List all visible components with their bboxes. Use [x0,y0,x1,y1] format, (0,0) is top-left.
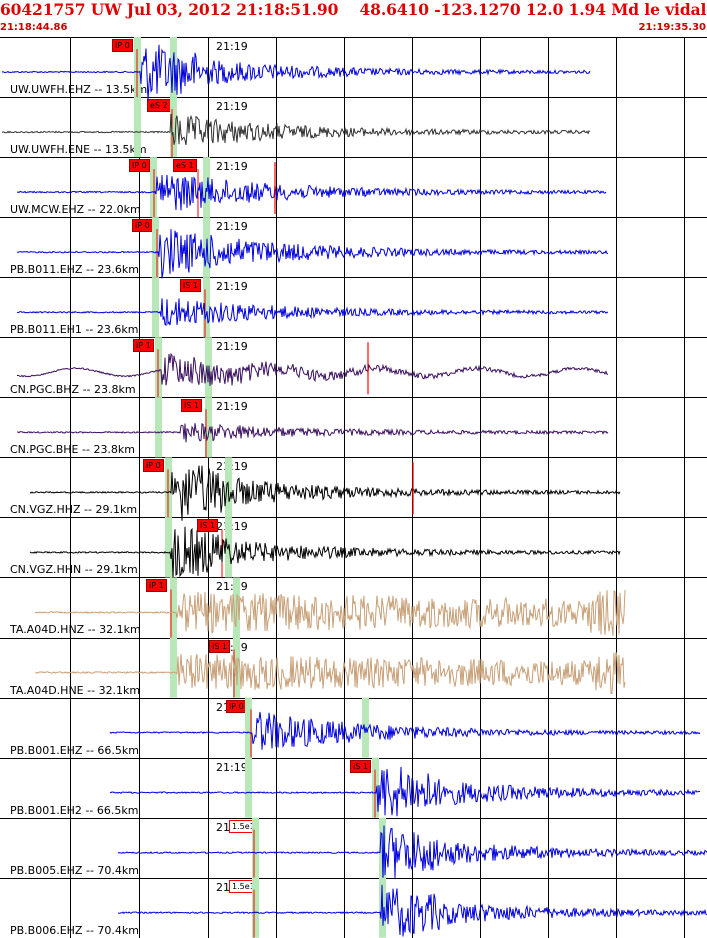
phase-pick-flag[interactable]: eS 1 [173,159,197,173]
time-marker-label: 21:19 [216,280,248,294]
phase-window-band [170,97,177,158]
seismic-waveform-trace [29,526,621,580]
phase-pick-flag[interactable]: iP 0 [143,459,164,473]
event-header: 60421757 UW Jul 03, 2012 21:18:51.90 48.… [0,0,707,37]
phase-window-band [245,697,252,758]
phase-window-band [152,277,159,338]
station-channel-label: CN.PGC.BHZ -- 23.8km [10,383,136,397]
station-channel-label: PB.B011.EH1 -- 23.6km [10,323,139,337]
phase-window-band [152,217,159,278]
station-channel-label: PB.B011.EHZ -- 23.6km [10,263,139,277]
channel-panel[interactable]: 21:19 iP 1 CN.PGC.BHZ -- 23.8km [0,337,707,397]
time-marker-label: 21:19 [216,400,248,414]
time-marker-label: 21:19 [216,340,248,354]
channel-panel[interactable]: 21:19 iP 0 PB.B011.EHZ -- 23.6km [0,217,707,277]
seismic-waveform-trace [1,113,591,146]
seismic-waveform-trace [117,884,707,937]
phase-pick-flag[interactable]: iP 0 [129,159,150,173]
station-channel-label: CN.VGZ.HHZ -- 29.1km [10,503,138,517]
channel-panel[interactable]: 21:19 iS 1 PB.B001.EH2 -- 66.5km [0,757,707,818]
seismic-waveform-trace [117,825,707,882]
time-axis-line [139,37,140,938]
phase-window-band [170,637,177,698]
time-axis-line [208,37,209,938]
time-axis-line [70,37,71,938]
phase-window-band [155,397,162,458]
time-marker-label: 21:19 [216,40,248,53]
seismic-waveform-trace [16,298,608,327]
time-axis-line [344,37,345,938]
phase-pick-flag[interactable]: iP 1 [146,579,167,593]
phase-window-band [170,37,177,98]
phase-pick-flag[interactable]: iS 1 [181,399,202,413]
channel-panel[interactable]: 21:19 iS 1 PB.B011.EH1 -- 23.6km [0,277,707,337]
station-channel-label: PB.B001.EHZ -- 66.5km [10,743,139,757]
seismic-waveform-trace [16,352,608,386]
station-channel-label: PB.B005.EHZ -- 70.4km [10,863,139,877]
window-end-time: 21:19:35.30 [638,22,706,33]
phase-pick-flag[interactable]: iP 1 [133,339,154,353]
phase-window-band [170,577,177,638]
time-axis-line [616,37,617,938]
time-marker-label: 21:19 [216,160,248,174]
station-channel-label: TA.A04D.HNE -- 32.1km [10,683,141,697]
phase-window-band [134,97,141,158]
seismic-waveform-trace [17,422,609,443]
phase-window-band [205,397,212,458]
seismic-waveform-trace [1,44,591,101]
time-axis-line [684,37,685,938]
seismic-waveform-trace [17,174,607,211]
seismic-waveform-trace [109,766,701,817]
seismic-waveform-trace [17,229,609,279]
time-marker-label: 21:19 [216,220,248,234]
channel-panel[interactable]: 21:19 iS 1 CN.PGC.BHE -- 23.8km [0,397,707,457]
time-axis-line [480,37,481,938]
phase-pick-flag[interactable]: iS 1 [209,639,230,653]
phase-window-band [252,877,259,938]
time-marker-label: 21:19 [216,760,248,774]
station-channel-label: TA.A04D.HNZ -- 32.1km [10,623,141,637]
phase-window-band [245,757,252,818]
phase-window-band [165,517,172,578]
phase-pick-flag[interactable]: iS 1 [350,759,371,773]
phase-pick-flag[interactable]: iS 1 [197,519,218,533]
time-axis-line [548,37,549,938]
event-title: 60421757 UW Jul 03, 2012 21:18:51.90 48.… [0,0,707,19]
phase-window-band [252,817,259,878]
station-channel-label: PB.B006.EHZ -- 70.4km [10,923,139,937]
station-channel-label: CN.VGZ.HHN -- 29.1km [10,563,138,577]
channel-panel[interactable]: 21:19 iP 1 TA.A04D.HNZ -- 32.1km [0,577,707,637]
seismic-waveform-trace [34,589,626,637]
phase-pick-flag[interactable]: iS 1 [180,279,201,293]
phase-pick-flag[interactable]: iP 0 [226,699,247,713]
seismic-waveform-trace [34,652,626,695]
seismic-waveform-trace [29,465,621,521]
station-channel-label: PB.B001.EH2 -- 66.5km [10,803,139,817]
channel-panel[interactable]: 21:19 iP 0 eS 1 UW.MCW.EHZ -- 22.0km [0,157,707,217]
window-start-time: 21:18:44.86 [0,22,68,33]
seismic-waveform-trace [109,711,701,750]
station-channel-label: UW.MCW.EHZ -- 22.0km [10,203,141,217]
phase-pick-flag[interactable]: iP 0 [112,39,133,52]
time-marker-label: 21:19 [216,100,248,114]
station-channel-label: CN.PGC.BHE -- 23.8km [10,443,136,457]
phase-window-band [203,277,210,338]
phase-window-band [203,157,210,218]
